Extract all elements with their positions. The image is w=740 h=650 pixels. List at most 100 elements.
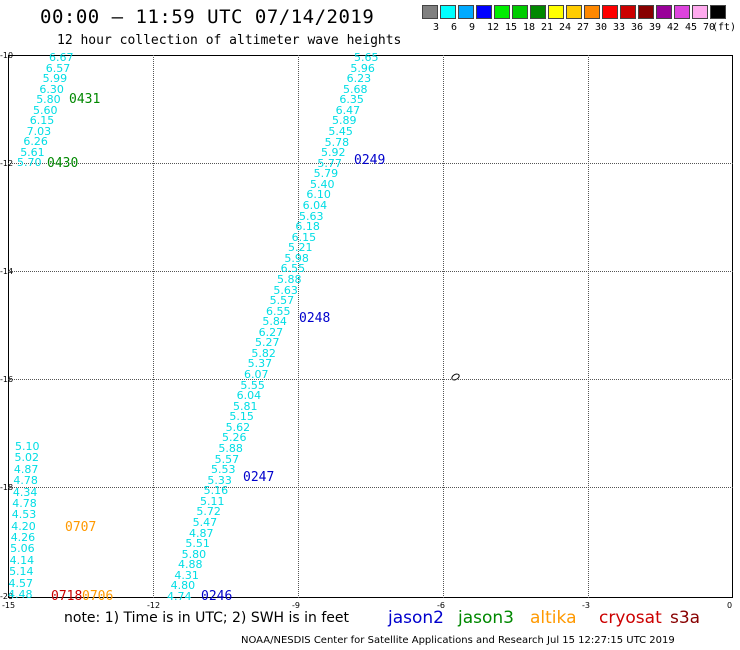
color-scale-label: 27 [577,22,590,33]
swh-value: 5.26 [222,431,247,445]
swh-value: 5.61 [20,145,45,159]
swh-value: 5.16 [203,484,229,498]
swh-value: 4.88 [178,558,203,572]
swh-value: 5.11 [200,494,225,508]
swh-value: 5.77 [317,156,342,170]
swh-value: 4.34 [12,485,38,499]
pass-time-label: 0431 [69,92,101,107]
swh-value: 5.88 [218,442,243,456]
pass-time-label: 0718 [51,589,83,604]
swh-value: 5.70 [17,156,42,169]
swh-value: 5.15 [229,410,254,424]
swh-value: 5.33 [207,473,232,487]
color-scale-label: 15 [505,22,518,33]
swh-value: 5.92 [321,146,346,160]
swh-value: 5.40 [310,177,335,191]
color-scale-label: 18 [523,22,536,33]
color-scale-label: 12 [487,22,500,33]
swh-value: 4.87 [189,526,214,540]
swh-value: 6.35 [339,93,364,107]
swh-value: 7.03 [26,124,52,138]
lon-tick-label: -15 [2,601,16,610]
swh-value: 5.06 [10,542,35,556]
grid-line-horizontal [8,271,733,272]
swh-value: 5.62 [225,420,251,434]
swh-value: 5.80 [181,547,207,561]
grid-line-vertical [153,55,154,598]
swh-value: 5.72 [196,505,221,519]
note-text: note: 1) Time is in UTC; 2) SWH is in fe… [64,610,350,626]
color-swatch [530,5,546,19]
color-swatch [710,5,726,19]
lon-tick-label: 0 [727,601,733,610]
color-swatch [620,5,636,19]
grid-line-vertical [298,55,299,598]
color-scale-label: 45 [685,22,698,33]
color-scale-label: 9 [469,22,476,33]
swh-value: 4.74 [167,590,192,603]
color-swatch [674,5,690,19]
swh-value: 6.57 [45,61,71,75]
swh-value: 5.84 [262,315,287,329]
swh-value: 6.18 [295,220,320,234]
grid-line-horizontal [8,379,733,380]
pass-time-label: 0430 [47,156,79,171]
swh-value: 5.65 [354,51,379,64]
swh-value: 5.79 [313,167,339,181]
swh-value: 4.87 [13,462,39,476]
lat-tick-label: -12 [0,159,14,168]
swh-value: 6.04 [302,198,328,212]
swh-value: 5.45 [328,124,353,138]
swh-value: 4.26 [10,531,36,545]
swh-value: 6.47 [335,103,361,117]
swh-value: 5.55 [240,378,265,392]
color-swatch [692,5,708,19]
swh-value: 4.78 [13,474,38,488]
swh-value: 6.26 [23,135,48,148]
lon-tick-label: -3 [582,601,590,610]
pass-time-label: 0249 [354,153,386,168]
lon-tick-label: -12 [147,601,161,610]
map-frame [8,55,733,598]
pass-time-label: 0248 [299,311,331,326]
legend-s3a: s3a [670,608,701,628]
pass-time-label: 0247 [243,470,275,485]
pass-time-label: 0707 [65,520,97,535]
color-scale-label: 6 [451,22,458,33]
legend-jason3: jason3 [458,608,514,628]
color-swatch [548,5,564,19]
lat-tick-label: -18 [0,483,14,492]
swh-value: 6.15 [29,114,55,127]
swh-value: 5.51 [185,537,210,551]
lat-tick-label: -20 [0,592,14,601]
swh-value: 4.48 [8,588,33,601]
swh-value: 5.10 [15,440,40,453]
color-scale-label: 42 [667,22,680,33]
swh-value: 6.15 [291,230,317,244]
color-scale-label: 36 [631,22,644,33]
color-swatch [656,5,672,19]
swh-value: 5.63 [299,209,324,223]
color-swatch [494,5,510,19]
swh-value: 5.68 [343,82,368,96]
color-swatch [440,5,456,19]
swh-value: 6.30 [39,82,64,96]
pass-time-label: 0706 [82,589,114,604]
lon-tick-label: -6 [437,601,445,610]
color-swatch [638,5,654,19]
swh-value: 5.53 [211,463,236,477]
legend-cryosat: cryosat [599,608,662,628]
swh-value: 5.89 [332,114,357,128]
color-scale-label: 33 [613,22,626,33]
color-scale-unit: (ft) [712,22,737,33]
swh-value: 5.63 [273,283,298,297]
grid-line-vertical [588,55,589,598]
color-scale-label: 3 [433,22,440,33]
color-scale-label: 30 [595,22,608,33]
color-swatch [422,5,438,19]
swh-value: 5.57 [269,294,295,308]
swh-value: 5.98 [284,251,309,265]
lon-tick-label: -9 [292,601,300,610]
color-swatch [566,5,582,19]
color-scale-label: 21 [541,22,554,33]
